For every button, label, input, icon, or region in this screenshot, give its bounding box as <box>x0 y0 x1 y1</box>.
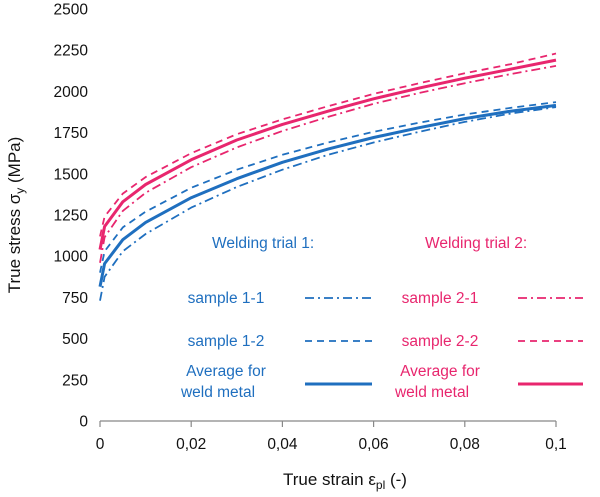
x-tick-label: 0,02 <box>176 436 206 453</box>
y-tick-label: 1750 <box>54 125 89 142</box>
series-line-2 <box>99 101 557 273</box>
series-line-6 <box>98 58 557 250</box>
legend-label: Average for weld metal <box>180 363 266 401</box>
legend-group-title: Welding trial 1: <box>212 235 314 252</box>
series-line-3 <box>98 103 557 287</box>
y-tick-label: 500 <box>62 331 88 348</box>
y-tick-label: 2500 <box>54 2 89 19</box>
series-layer <box>98 52 557 301</box>
y-tick-label: 2000 <box>54 84 89 101</box>
x-axis-ticks: 0 0,02 0,04 0,06 0,08 0,1 <box>96 421 567 453</box>
y-axis-ticks: 0 250 500 750 1000 1250 1500 1750 2000 2250 2500 <box>54 2 89 431</box>
y-tick-label: 750 <box>62 290 88 307</box>
y-tick-label: 2250 <box>54 43 89 60</box>
x-tick-label: 0,04 <box>267 436 298 453</box>
y-axis-title: True stress σy (MPa) <box>5 137 27 294</box>
legend-label: sample 1-1 <box>188 290 265 307</box>
legend-label: Average for weld metal <box>394 363 480 401</box>
series-line-4 <box>99 65 557 263</box>
y-tick-label: 0 <box>79 414 88 431</box>
y-tick-label: 1250 <box>54 208 89 225</box>
x-axis-title: True strain εpl (-) <box>283 470 407 492</box>
series-line-1 <box>99 106 557 301</box>
legend-group-title: Welding trial 2: <box>425 235 527 252</box>
y-tick-label: 250 <box>62 372 88 389</box>
x-tick-label: 0 <box>96 436 105 453</box>
legend: Welding trial 1: Welding trial 2: sample 1… <box>180 235 583 401</box>
x-tick-label: 0,08 <box>450 436 480 453</box>
legend-label: sample 2-1 <box>402 290 479 307</box>
y-tick-label: 1500 <box>54 166 89 183</box>
legend-label: sample 1-2 <box>188 333 265 350</box>
legend-label: sample 2-2 <box>402 333 479 350</box>
x-tick-label: 0,06 <box>359 436 389 453</box>
x-tick-label: 0,1 <box>545 436 567 453</box>
y-tick-label: 1000 <box>54 249 89 266</box>
series-line-5 <box>99 52 557 237</box>
